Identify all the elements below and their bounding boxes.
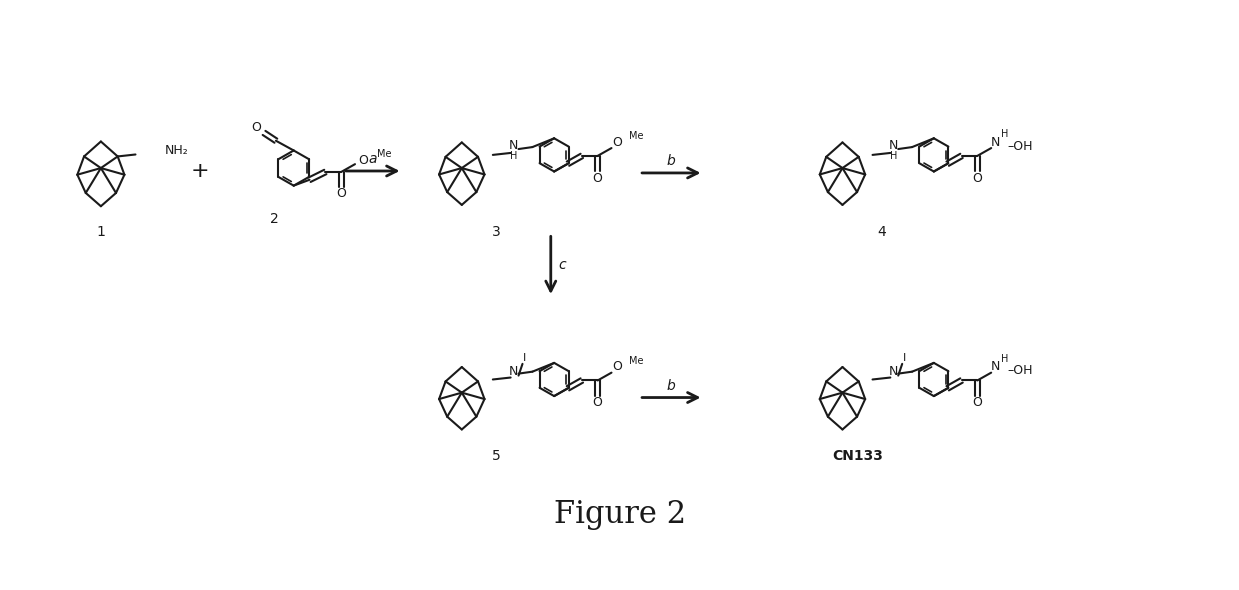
Text: N: N (509, 365, 518, 378)
Text: H: H (890, 151, 897, 161)
Text: CN133: CN133 (831, 449, 882, 463)
Text: +: + (191, 161, 209, 181)
Text: O: O (612, 360, 622, 373)
Text: H: H (1001, 354, 1009, 364)
Text: 2: 2 (270, 212, 279, 226)
Text: 5: 5 (492, 449, 501, 463)
Text: O: O (592, 396, 602, 409)
Text: Figure 2: Figure 2 (554, 499, 686, 530)
Text: N: N (990, 136, 1000, 149)
Text: a: a (368, 152, 377, 166)
Text: H: H (510, 151, 518, 161)
Text: b: b (667, 154, 675, 168)
Text: I: I (902, 353, 906, 363)
Text: Me: Me (377, 149, 392, 159)
Text: O: O (973, 396, 983, 409)
Text: O: O (252, 120, 261, 133)
Text: Me: Me (629, 356, 644, 366)
Text: 3: 3 (492, 225, 501, 238)
Text: O: O (612, 136, 622, 149)
Text: O: O (358, 154, 368, 167)
Text: O: O (592, 172, 602, 185)
Text: c: c (559, 258, 566, 272)
Text: O: O (973, 172, 983, 185)
Text: NH₂: NH₂ (165, 144, 188, 157)
Text: Me: Me (629, 132, 644, 142)
Text: 4: 4 (877, 225, 886, 238)
Text: I: I (523, 353, 527, 363)
Text: O: O (336, 187, 346, 200)
Text: –OH: –OH (1007, 364, 1032, 377)
Text: –OH: –OH (1007, 140, 1032, 153)
Text: N: N (990, 360, 1000, 373)
Text: N: N (888, 139, 898, 152)
Text: H: H (1001, 129, 1009, 139)
Text: N: N (509, 139, 518, 152)
Text: N: N (888, 365, 898, 378)
Text: 1: 1 (97, 225, 105, 238)
Text: b: b (667, 379, 675, 393)
